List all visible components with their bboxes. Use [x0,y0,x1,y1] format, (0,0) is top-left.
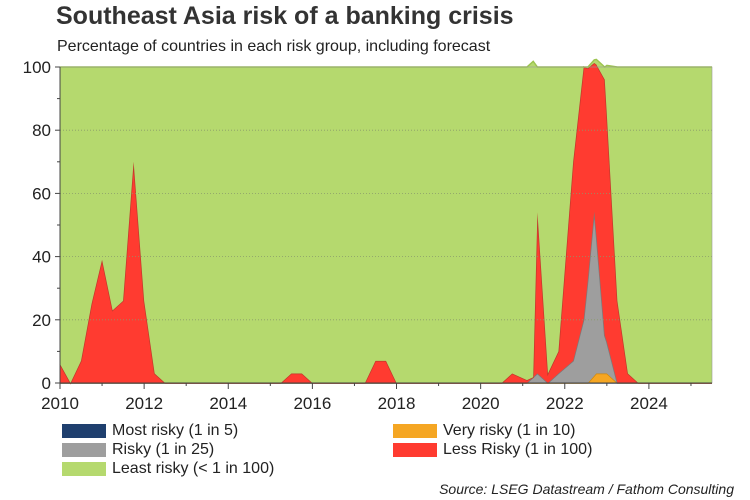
chart-title: Southeast Asia risk of a banking crisis [56,2,514,30]
x-tick-label-2010: 2010 [41,394,79,413]
legend-item-most-risky: Most risky (1 in 5) [62,422,238,440]
legend-item-less-risky: Less Risky (1 in 100) [393,441,592,459]
x-tick-label-2016: 2016 [293,394,331,413]
x-tick-label-2024: 2024 [630,394,668,413]
legend-swatch-less-risky [393,443,437,457]
y-tick-label-100: 100 [23,58,51,77]
y-tick-label-60: 60 [32,184,51,203]
source-note: Source: LSEG Datastream / Fathom Consult… [439,481,734,497]
area-less-risky-1-in-100 [60,63,712,384]
y-tick-label-0: 0 [42,374,51,393]
legend-swatch-least-risky [62,462,106,476]
legend-swatch-most-risky [62,424,106,438]
legend-label-least-risky: Least risky (< 1 in 100) [112,460,275,477]
legend-label-most-risky: Most risky (1 in 5) [112,422,239,439]
legend-label-risky: Risky (1 in 25) [112,441,215,458]
legend-item-least-risky: Least risky (< 1 in 100) [62,460,274,478]
legend-swatch-very-risky [393,424,437,438]
legend-item-risky: Risky (1 in 25) [62,441,214,459]
legend-label-less-risky: Less Risky (1 in 100) [443,441,593,458]
area-layers [59,58,712,385]
y-tick-label-40: 40 [32,248,51,267]
x-tick-label-2014: 2014 [209,394,247,413]
x-tick-label-2018: 2018 [378,394,416,413]
x-tick-label-2020: 2020 [462,394,500,413]
y-tick-label-80: 80 [32,121,51,140]
legend-label-very-risky: Very risky (1 in 10) [443,422,576,439]
area-least-risky-1-in-100 [60,59,712,383]
legend-swatch-risky [62,443,106,457]
y-tick-label-20: 20 [32,311,51,330]
legend-item-very-risky: Very risky (1 in 10) [393,422,575,440]
chart-subtitle: Percentage of countries in each risk gro… [57,38,491,55]
line-least-risky-1-in-100 [60,58,712,68]
x-tick-label-2022: 2022 [546,394,584,413]
x-tick-label-2012: 2012 [125,394,163,413]
